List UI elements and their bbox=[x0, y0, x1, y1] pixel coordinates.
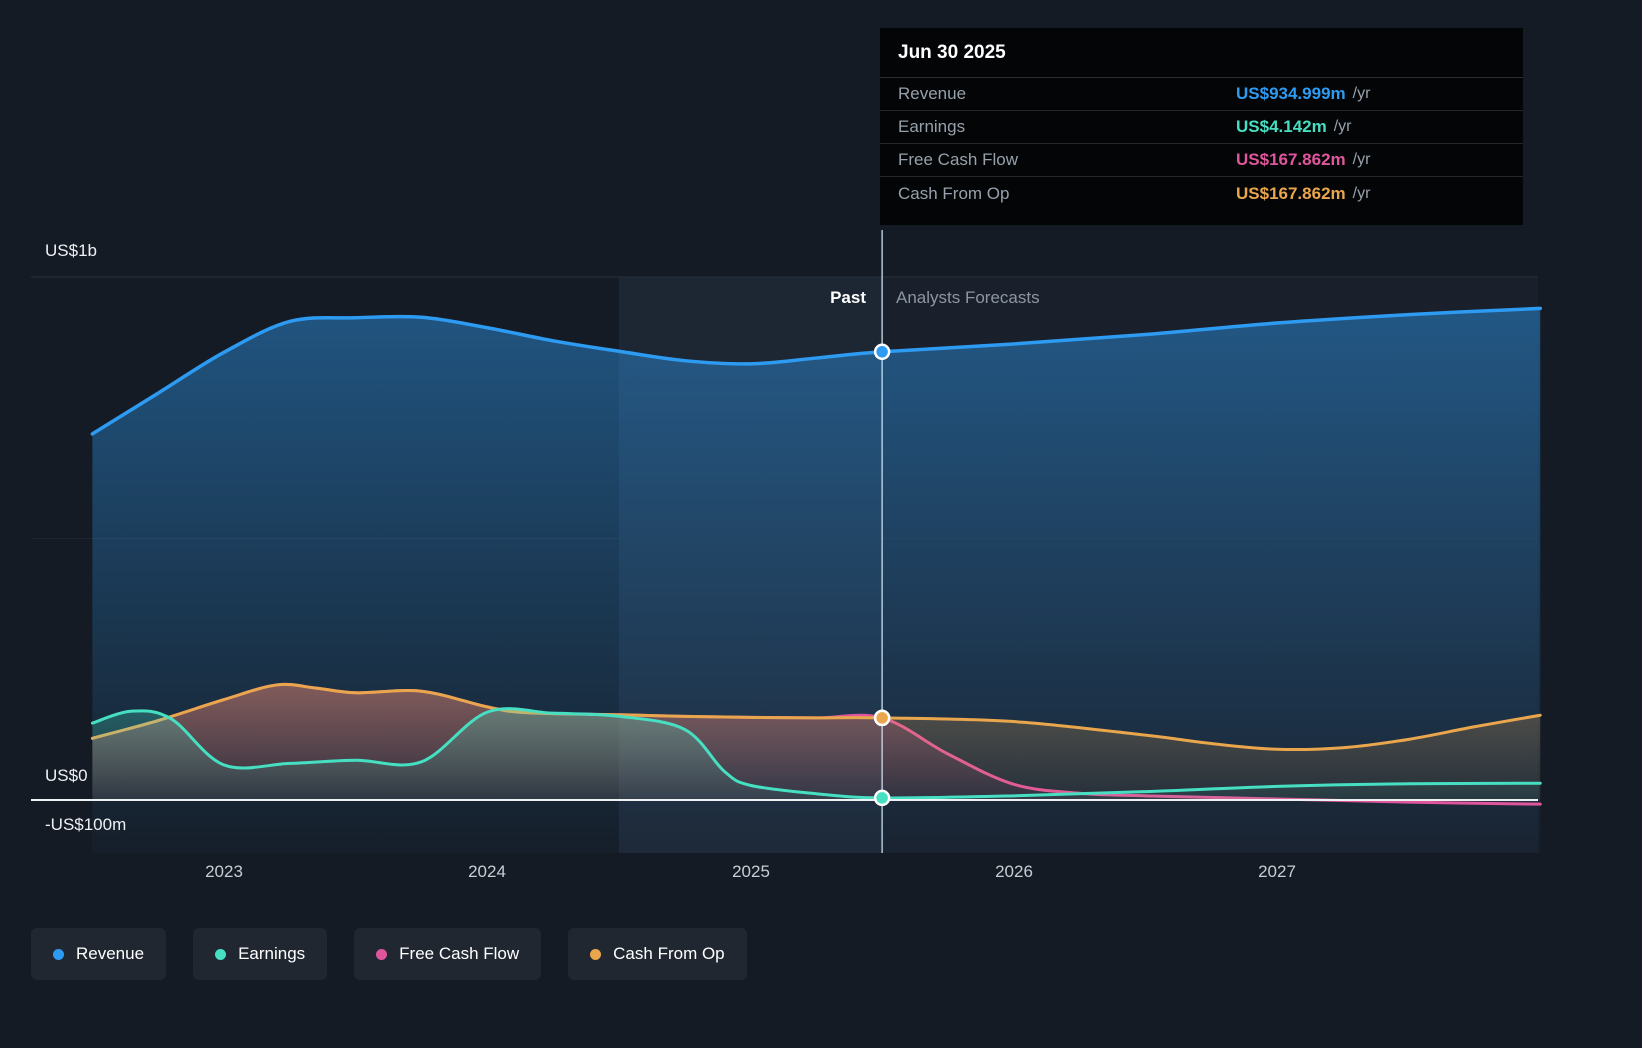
tooltip-value: US$4.142m bbox=[1236, 117, 1327, 136]
line-earnings[interactable] bbox=[90, 707, 1542, 800]
tooltip-date: Jun 30 2025 bbox=[880, 28, 1523, 78]
legend-label: Cash From Op bbox=[613, 944, 725, 963]
tooltip-row-revenue: Revenue US$934.999m /yr bbox=[880, 78, 1523, 111]
x-tick-2023: 2023 bbox=[205, 862, 243, 881]
legend-label: Earnings bbox=[238, 944, 306, 963]
tooltip-label: Earnings bbox=[898, 117, 966, 136]
tooltip: Jun 30 2025 Revenue US$934.999m /yr Earn… bbox=[880, 28, 1523, 225]
marker-revenue[interactable] bbox=[873, 343, 891, 361]
x-tick-2025: 2025 bbox=[732, 862, 770, 881]
legend-cash-from-op[interactable]: Cash From Op bbox=[568, 928, 747, 980]
free-cash-flow-dot-icon bbox=[376, 948, 388, 960]
tooltip-row-free-cash-flow: Free Cash Flow US$167.862m /yr bbox=[880, 144, 1523, 177]
tooltip-suffix: /yr bbox=[1352, 184, 1371, 202]
revenue-dot-icon bbox=[53, 948, 64, 960]
line-cash-from-op[interactable] bbox=[90, 682, 1542, 752]
tooltip-value: US$167.862m bbox=[1236, 183, 1346, 203]
marker-earnings[interactable] bbox=[873, 789, 891, 807]
tooltip-suffix: /yr bbox=[1352, 151, 1371, 168]
tooltip-row-earnings: Earnings US$4.142m /yr bbox=[880, 111, 1523, 144]
legend-label: Free Cash Flow bbox=[399, 944, 520, 963]
legend-earnings[interactable]: Earnings bbox=[193, 928, 328, 980]
marker-cash-from-op[interactable] bbox=[873, 709, 891, 727]
y-tick-zero: US$0 bbox=[45, 766, 88, 785]
legend-free-cash-flow[interactable]: Free Cash Flow bbox=[354, 928, 542, 980]
x-tick-2027: 2027 bbox=[1258, 862, 1296, 881]
y-tick-1b: US$1b bbox=[45, 241, 97, 260]
earnings-dot-icon bbox=[215, 948, 227, 960]
tooltip-row-cash-from-op: Cash From Op US$167.862m /yr bbox=[880, 177, 1523, 210]
legend-revenue[interactable]: Revenue bbox=[31, 928, 167, 980]
x-tick-2024: 2024 bbox=[468, 862, 506, 881]
line-revenue[interactable] bbox=[90, 306, 1542, 436]
y-tick-neg100m: -US$100m bbox=[45, 815, 127, 834]
tooltip-label: Free Cash Flow bbox=[898, 150, 1018, 169]
past-label: Past bbox=[830, 288, 866, 307]
x-tick-2026: 2026 bbox=[995, 862, 1033, 881]
legend-label: Revenue bbox=[76, 944, 145, 963]
tooltip-value: US$934.999m bbox=[1236, 84, 1346, 103]
forecast-label: Analysts Forecasts bbox=[896, 288, 1040, 307]
tooltip-suffix: /yr bbox=[1352, 85, 1371, 102]
tooltip-value: US$167.862m bbox=[1236, 150, 1346, 169]
cash-from-op-dot-icon bbox=[590, 948, 602, 960]
legend: Revenue Earnings Free Cash Flow Cash Fro… bbox=[31, 928, 747, 980]
area-earnings bbox=[92, 708, 1541, 800]
tooltip-label: Revenue bbox=[898, 84, 967, 103]
tooltip-label: Cash From Op bbox=[898, 183, 1010, 203]
tooltip-suffix: /yr bbox=[1333, 118, 1352, 135]
